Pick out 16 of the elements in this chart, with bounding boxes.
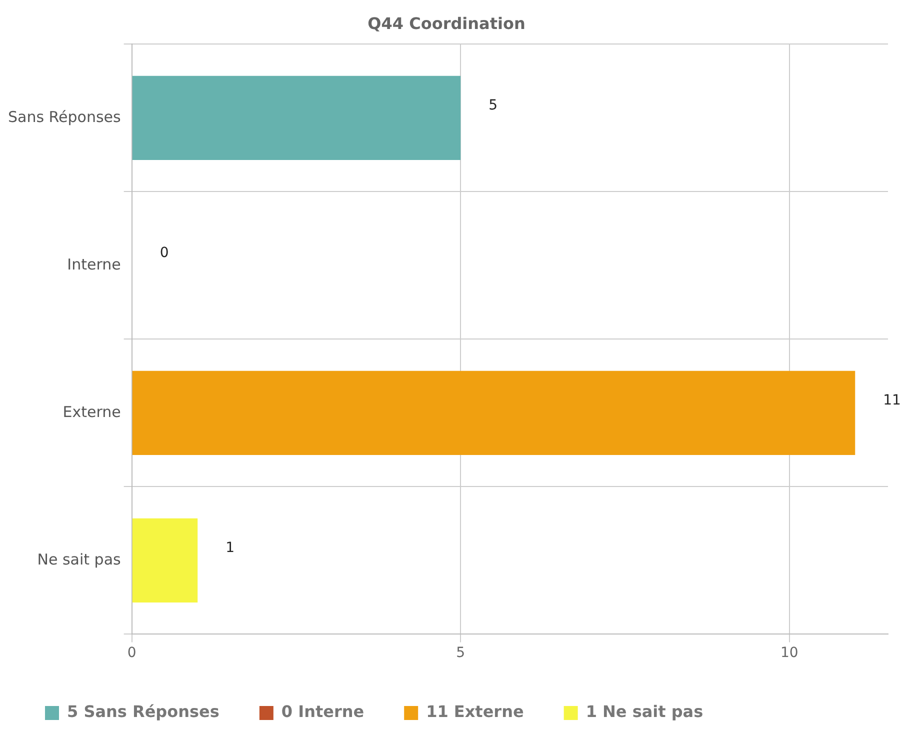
x-tick-label: 10 [780, 645, 798, 662]
x-tick-label: 5 [456, 645, 466, 662]
y-tick-label: Externe [62, 402, 121, 421]
legend-label: 0 Interne [281, 702, 364, 722]
y-tick-label: Sans Réponses [8, 108, 122, 126]
x-tick-label: 0 [127, 645, 136, 662]
data-label: 0 [160, 245, 169, 262]
legend-label: 11 Externe [426, 702, 524, 722]
y-tick-label: Ne sait pas [37, 550, 122, 568]
chart-title: Q44 Coordination [368, 14, 526, 33]
legend-label: 5 Sans Réponses [67, 702, 220, 722]
data-label: 11 [883, 392, 901, 409]
data-label: 5 [488, 98, 498, 114]
data-label: 1 [226, 540, 235, 556]
legend-label: 1 Ne sait pas [586, 702, 704, 722]
y-tick-label: Interne [67, 255, 121, 274]
